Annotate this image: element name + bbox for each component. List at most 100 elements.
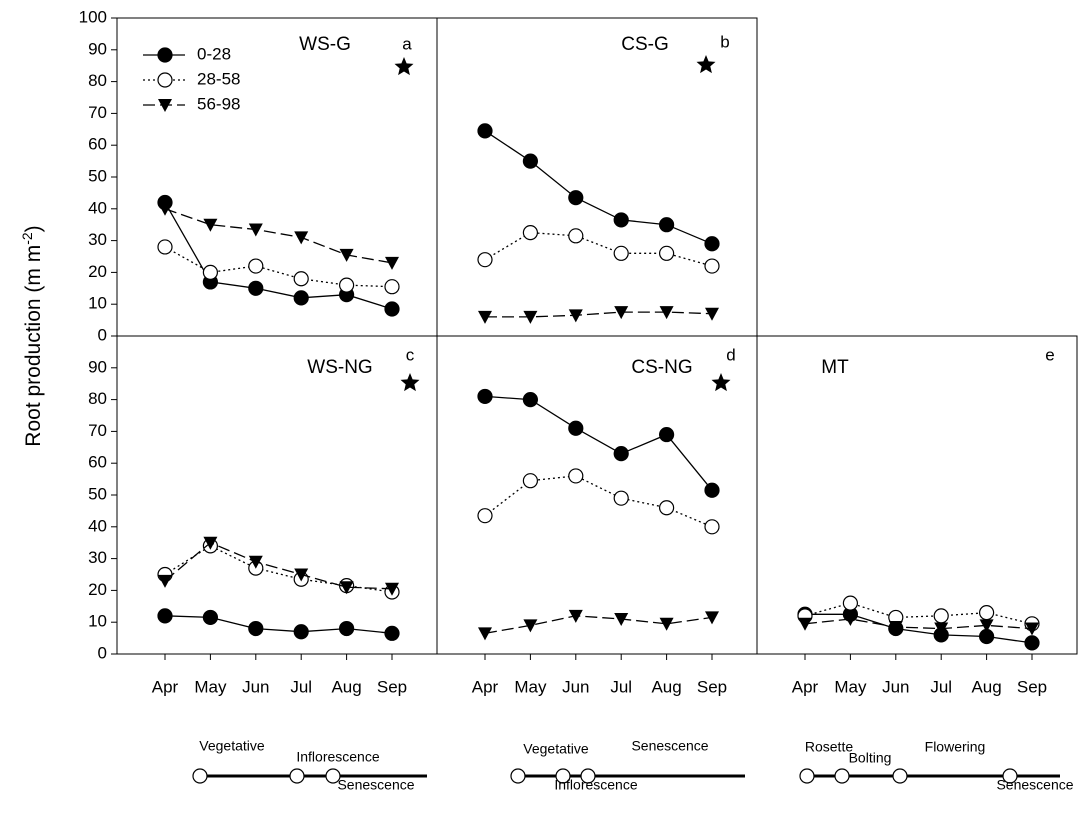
- y-tick-label: 20: [88, 580, 107, 599]
- data-point: [934, 622, 949, 636]
- data-point: [704, 519, 720, 535]
- data-point: [658, 217, 675, 233]
- data-point: [704, 258, 720, 274]
- data-point: [523, 619, 538, 633]
- panel-letter: d: [726, 345, 735, 364]
- series-line: [484, 231, 713, 267]
- series-line: [484, 395, 713, 491]
- data-point: [384, 279, 400, 295]
- panel-frame: [756, 335, 1078, 655]
- data-point: [477, 123, 493, 139]
- phenology-node: [192, 768, 208, 784]
- y-tick-label: 20: [88, 262, 107, 281]
- data-point: [157, 608, 173, 624]
- legend-marker: [158, 99, 172, 112]
- legend-marker: [157, 47, 173, 63]
- data-point: [614, 306, 629, 320]
- data-point: [477, 508, 493, 524]
- panel-title: CS-G: [621, 34, 669, 55]
- x-tick-label: May: [834, 677, 867, 696]
- data-point: [522, 473, 539, 489]
- data-point: [293, 271, 309, 287]
- data-point: [385, 582, 399, 596]
- x-tick-label: Aug: [331, 677, 361, 696]
- phenology-stage: Flowering: [925, 739, 986, 755]
- phenology-stage: Inflorescence: [296, 749, 379, 765]
- data-point: [248, 223, 263, 237]
- data-point: [888, 620, 903, 634]
- panel-title: MT: [821, 357, 849, 378]
- x-tick-label: Jul: [930, 677, 952, 696]
- data-point: [798, 617, 812, 631]
- data-point: [568, 309, 583, 323]
- y-label-text: Root production (m m: [22, 245, 45, 447]
- data-point: [613, 212, 629, 228]
- x-tick-label: Sep: [1017, 677, 1047, 696]
- data-point: [478, 627, 492, 641]
- x-tick-label: Apr: [472, 677, 499, 696]
- data-point: [202, 264, 218, 280]
- phenology-node: [892, 768, 908, 784]
- x-tick-label: Jun: [242, 677, 269, 696]
- y-tick-label: 10: [88, 294, 107, 313]
- phenology-stage: Senescence: [631, 738, 708, 754]
- data-point: [1025, 622, 1039, 636]
- panel-title: WS-G: [299, 34, 351, 55]
- data-point: [613, 490, 629, 506]
- y-tick-label: 90: [88, 39, 107, 58]
- x-tick-label: Apr: [792, 677, 819, 696]
- series-line: [485, 311, 713, 318]
- legend-label: 56-98: [197, 94, 240, 113]
- panel-letter: e: [1045, 345, 1054, 364]
- phenology-stage: Inflorescence: [554, 777, 637, 793]
- legend-label: 28-58: [197, 69, 240, 88]
- data-point: [339, 620, 355, 637]
- y-tick-label: 40: [88, 516, 107, 535]
- data-point: [478, 310, 492, 324]
- phenology-stage: Rosette: [805, 739, 853, 755]
- phenology-node: [580, 768, 596, 784]
- data-point: [978, 605, 995, 621]
- series-line: [805, 613, 1033, 644]
- panel-title: CS-NG: [631, 357, 692, 378]
- significance-star: [394, 57, 414, 76]
- panel-letter: c: [406, 345, 415, 364]
- series-line: [164, 246, 393, 288]
- series-line: [164, 615, 393, 634]
- data-point: [477, 388, 493, 405]
- y-tick-label: 30: [88, 230, 107, 249]
- y-tick-label: 40: [88, 198, 107, 217]
- data-point: [568, 420, 584, 436]
- series-line: [164, 202, 393, 310]
- data-point: [158, 574, 172, 588]
- phenology-stage: Bolting: [849, 750, 892, 766]
- phenology-node: [510, 768, 526, 784]
- data-point: [294, 231, 309, 245]
- y-label-end: ): [22, 225, 45, 232]
- y-tick-label: 60: [88, 453, 107, 472]
- data-point: [568, 609, 583, 623]
- x-tick-label: Aug: [651, 677, 681, 696]
- data-point: [339, 248, 354, 262]
- data-point: [613, 245, 629, 261]
- data-point: [158, 202, 172, 216]
- data-point: [157, 239, 173, 255]
- y-tick-label: 70: [88, 103, 107, 122]
- x-tick-label: Sep: [377, 677, 407, 696]
- data-point: [203, 218, 218, 232]
- series-line: [484, 475, 713, 528]
- data-point: [704, 236, 720, 252]
- data-point: [203, 536, 218, 550]
- data-point: [842, 595, 859, 611]
- data-point: [614, 613, 629, 627]
- data-point: [339, 277, 355, 293]
- x-tick-label: Jul: [290, 677, 312, 696]
- data-point: [933, 608, 949, 624]
- phenology-stage: Senescence: [996, 777, 1073, 793]
- x-tick-label: Jul: [610, 677, 632, 696]
- panel-letter: b: [720, 32, 729, 51]
- data-point: [658, 500, 675, 516]
- legend-marker: [157, 72, 173, 88]
- data-point: [979, 619, 994, 633]
- y-tick-label: 80: [88, 389, 107, 408]
